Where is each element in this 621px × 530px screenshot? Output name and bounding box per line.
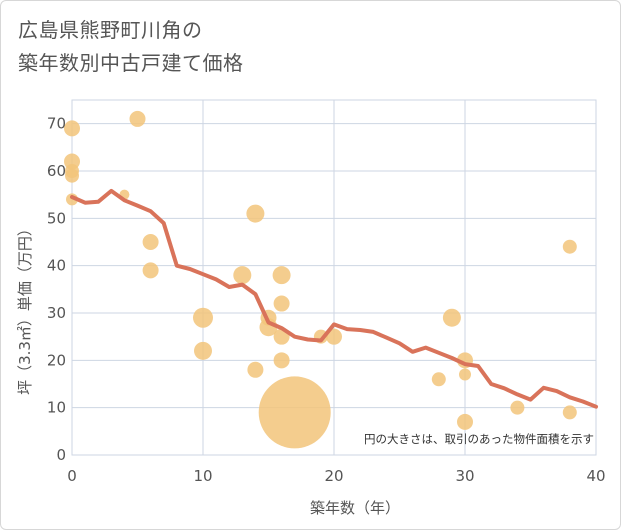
bubble-point (65, 168, 79, 183)
chart-title: 広島県熊野町川角の 築年数別中古戸建て価格 (18, 14, 578, 80)
trend-line (70, 188, 598, 409)
chart-title-line-1: 広島県熊野町川角の (18, 18, 203, 42)
x-tick-label: 40 (586, 467, 605, 485)
bubble-point (233, 266, 252, 285)
bubble-point (194, 341, 212, 360)
bubble-point (326, 328, 342, 345)
axes: 0 10 20 30 40 0 10 20 30 40 50 60 70 (47, 115, 606, 485)
x-tick-label: 20 (324, 467, 343, 485)
x-tick-label: 30 (455, 467, 474, 485)
bubble-point (459, 368, 471, 381)
bubble-point (442, 308, 461, 327)
y-tick-label: 20 (47, 351, 66, 369)
bubble-point (273, 295, 290, 312)
bubble-point (247, 361, 264, 378)
bubble-point (258, 376, 331, 449)
bubble-point (510, 400, 525, 415)
bubble-point (272, 266, 291, 285)
y-tick-label: 0 (56, 446, 66, 464)
bubble-point (64, 120, 80, 137)
bubble-point (193, 307, 213, 328)
x-axis-label: 築年数（年） (310, 499, 400, 517)
bubble-point (273, 352, 290, 369)
bubble-point (562, 239, 577, 254)
size-note: 円の大きさは、取引のあった物件面積を示す (364, 432, 594, 446)
y-tick-label: 40 (47, 257, 66, 275)
bubble-point (431, 372, 446, 387)
chart-title-line-2: 築年数別中古戸建て価格 (18, 51, 244, 75)
y-tick-label: 60 (47, 162, 66, 180)
bubble-series (64, 110, 577, 449)
trend-series (70, 188, 598, 409)
y-tick-label: 30 (47, 304, 66, 322)
bubble-point (142, 234, 159, 250)
bubble-point (246, 204, 265, 223)
bubble-point (142, 262, 159, 279)
y-tick-label: 10 (47, 399, 66, 417)
bubble-point (457, 413, 473, 430)
x-tick-label: 10 (193, 467, 212, 485)
y-tick-label: 50 (47, 209, 66, 227)
x-tick-label: 0 (67, 467, 77, 485)
y-tick-label: 70 (47, 115, 66, 133)
y-axis-label: 坪（3.3㎡）単価（万円） (16, 221, 34, 395)
bubble-point (129, 110, 146, 127)
bubble-point (562, 405, 577, 420)
